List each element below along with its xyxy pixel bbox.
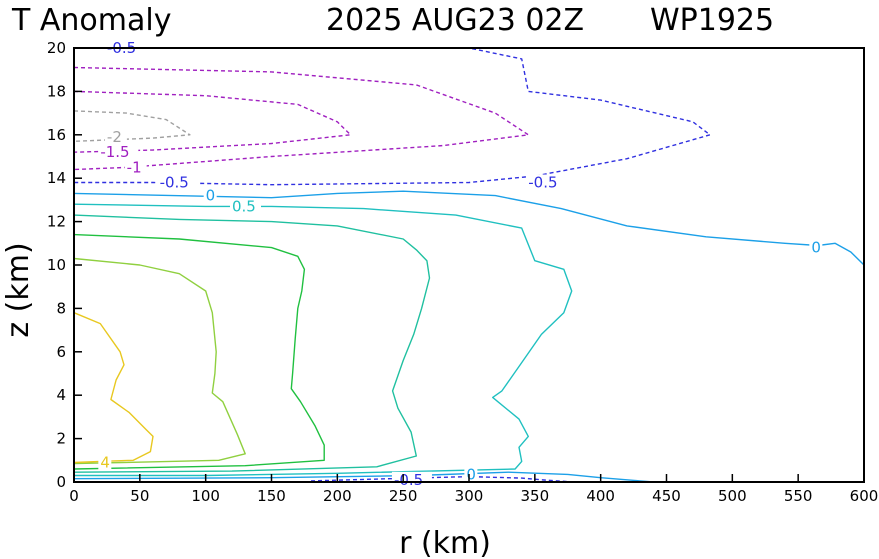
y-tick-label: 18 <box>47 82 66 100</box>
contour-line <box>73 90 352 153</box>
contour-label: -1 <box>127 158 142 176</box>
y-axis-ticks: 0 2 4 6 8 10 12 14 16 18 20 <box>47 39 82 491</box>
y-tick-label: 4 <box>56 386 66 404</box>
contour-line <box>73 66 529 171</box>
y-axis-label: z (km) <box>1 242 36 337</box>
contour-label-bg <box>526 174 567 191</box>
y-tick-label: 12 <box>47 213 66 231</box>
title-datetime: 2025 AUG23 02Z <box>326 3 584 38</box>
x-tick-label: 600 <box>850 487 879 505</box>
x-axis-label: r (km) <box>399 526 491 559</box>
contour-line <box>73 257 246 465</box>
x-tick-label: 400 <box>586 487 615 505</box>
title-variable: T Anomaly <box>11 3 171 38</box>
x-tick-label: 0 <box>69 487 79 505</box>
contour-line <box>73 214 431 473</box>
plot-frame <box>73 47 865 483</box>
contour-label-bg <box>464 466 478 483</box>
x-axis-ticks: 0 50 100 150 200 250 300 350 400 450 500 550 600 <box>69 474 878 505</box>
y-tick-label: 16 <box>47 126 66 144</box>
contour-label: 0 <box>811 239 821 257</box>
contour-label-bg <box>809 239 823 256</box>
contour-label: 0 <box>466 465 476 483</box>
y-tick-label: 10 <box>47 256 66 274</box>
contour-line <box>74 47 711 186</box>
y-tick-label: 14 <box>47 169 66 187</box>
contour-label-bg <box>98 454 112 471</box>
contour-line <box>73 203 573 477</box>
y-tick-label: 0 <box>56 473 66 491</box>
contour-label: -0.5 <box>528 174 557 192</box>
contour-lines <box>73 47 865 483</box>
x-tick-label: 150 <box>257 487 286 505</box>
contour-label: -2 <box>107 128 122 146</box>
y-tick-label: 6 <box>56 343 66 361</box>
contour-label-bg <box>124 159 147 176</box>
x-tick-label: 350 <box>521 487 550 505</box>
contour-line <box>73 190 865 266</box>
x-tick-label: 300 <box>455 487 484 505</box>
contour-line <box>73 233 325 470</box>
y-tick-label: 20 <box>47 39 66 57</box>
contour-line <box>73 471 654 483</box>
contour-label: 4 <box>100 453 110 471</box>
contour-label-bg <box>157 174 198 191</box>
contour-label: 0 <box>206 187 216 205</box>
contour-label-bg <box>391 471 432 488</box>
contour-label: 0.5 <box>232 197 256 215</box>
contour-line <box>310 475 575 483</box>
title-storm-id: WP1925 <box>650 3 774 38</box>
x-tick-label: 550 <box>784 487 813 505</box>
x-tick-label: 500 <box>718 487 747 505</box>
contour-label-bg <box>98 144 139 161</box>
contour-label-bg <box>104 128 127 145</box>
contour-line <box>73 110 191 142</box>
contour-label: -0.5 <box>160 174 189 192</box>
x-tick-label: 200 <box>323 487 352 505</box>
contour-label: -1.5 <box>100 143 129 161</box>
x-tick-label: 450 <box>652 487 681 505</box>
x-tick-label: 50 <box>130 487 149 505</box>
contour-label: -0.5 <box>394 471 423 489</box>
contour-label-bg <box>203 187 217 204</box>
contour-line <box>73 312 154 464</box>
x-tick-label: 250 <box>389 487 418 505</box>
contour-label-bg <box>230 198 261 215</box>
y-tick-label: 8 <box>56 299 66 317</box>
x-tick-label: 100 <box>191 487 220 505</box>
chart-title: T Anomaly 2025 AUG23 02Z WP1925 <box>11 3 774 38</box>
y-tick-label: 2 <box>56 430 66 448</box>
